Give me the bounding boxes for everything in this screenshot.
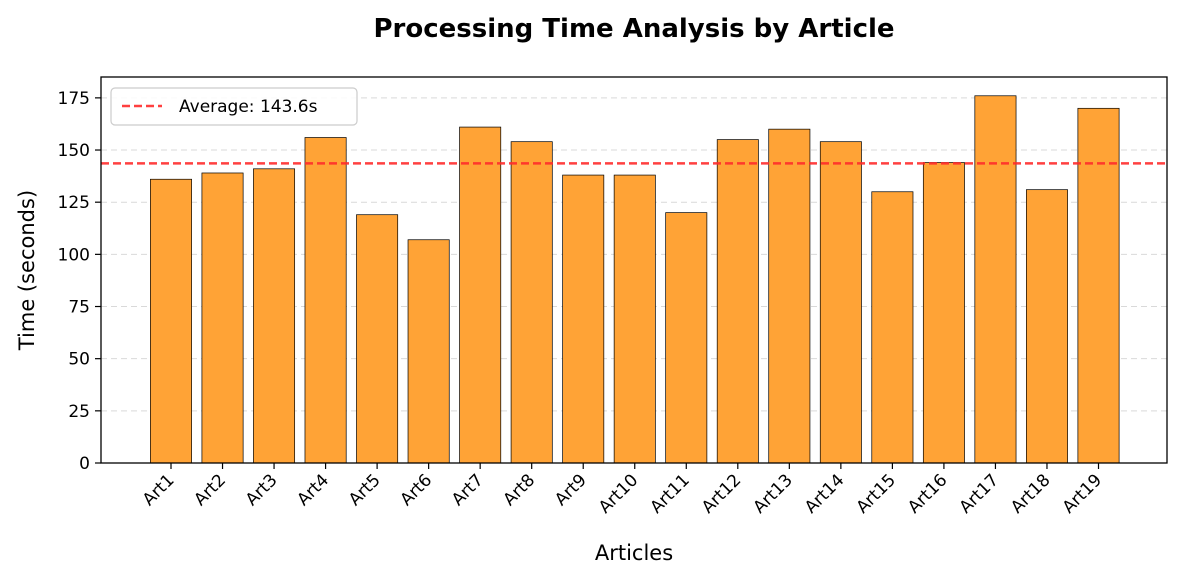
bar-art13 (768, 128, 811, 464)
y-tick-label: 0 (79, 454, 90, 474)
bar-art19 (1077, 107, 1120, 464)
x-tick-label: Art4 (293, 470, 333, 510)
x-tick-label: Art6 (396, 470, 436, 510)
x-tick-label: Art13 (750, 470, 797, 517)
x-tick-label: Art3 (242, 470, 282, 510)
x-tick-label: Art7 (448, 470, 488, 510)
bar-art18 (1026, 189, 1068, 464)
x-tick-label: Art8 (500, 470, 540, 510)
x-tick-label: Art11 (646, 470, 693, 517)
x-axis-label: Articles (595, 541, 673, 565)
x-tick-label: Art14 (801, 470, 848, 517)
y-tick-label: 75 (68, 298, 90, 318)
y-tick-label: 100 (58, 245, 90, 265)
x-tick-label: Art2 (190, 470, 230, 510)
bar-art8 (510, 141, 553, 464)
bar-art2 (201, 172, 244, 464)
bar-art7 (459, 126, 502, 464)
y-tick-label: 50 (68, 350, 90, 370)
bar-art4 (304, 137, 347, 464)
x-tick-label: Art17 (956, 470, 1003, 517)
bar-art10 (613, 174, 656, 464)
y-axis: 0 25 50 75 100 125 150 175 (58, 89, 101, 474)
x-tick-label: Art15 (853, 470, 900, 517)
y-tick-label: 25 (68, 402, 90, 422)
x-tick-label: Art1 (139, 470, 179, 510)
bar-art14 (819, 141, 862, 464)
legend-box (110, 87, 358, 126)
plot-frame (100, 76, 1168, 464)
x-tick-label: Art9 (551, 470, 591, 510)
bar-art11 (665, 212, 708, 464)
bar-art15 (871, 191, 914, 464)
bar-art17 (974, 95, 1017, 464)
x-axis: Art1 Art2 Art3 Art4 Art5 Art6 Art7 Art8 Art9 Art1… (139, 463, 1106, 518)
y-tick-label: 125 (58, 193, 90, 213)
chart-title: Processing Time Analysis by Article (373, 14, 894, 44)
y-axis-label: Time (seconds) (15, 190, 39, 351)
bar-art6 (407, 239, 450, 464)
bar-art5 (356, 214, 399, 464)
x-tick-label: Art18 (1007, 470, 1054, 517)
bar-art9 (562, 174, 605, 464)
x-tick-label: Art5 (345, 470, 385, 510)
x-tick-label: Art10 (595, 470, 642, 517)
bar-art16 (922, 162, 965, 464)
y-tick-label: 175 (58, 89, 90, 109)
x-tick-label: Art19 (1059, 470, 1106, 517)
x-tick-label: Art16 (904, 470, 951, 517)
bar-art3 (253, 168, 296, 464)
x-tick-label: Art12 (698, 470, 745, 517)
y-tick-label: 150 (58, 141, 90, 161)
bar-art12 (716, 139, 759, 464)
legend: Average: 143.6s (110, 87, 358, 126)
legend-label: Average: 143.6s (179, 97, 318, 117)
bar-art1 (150, 178, 192, 464)
bars (150, 95, 1120, 464)
